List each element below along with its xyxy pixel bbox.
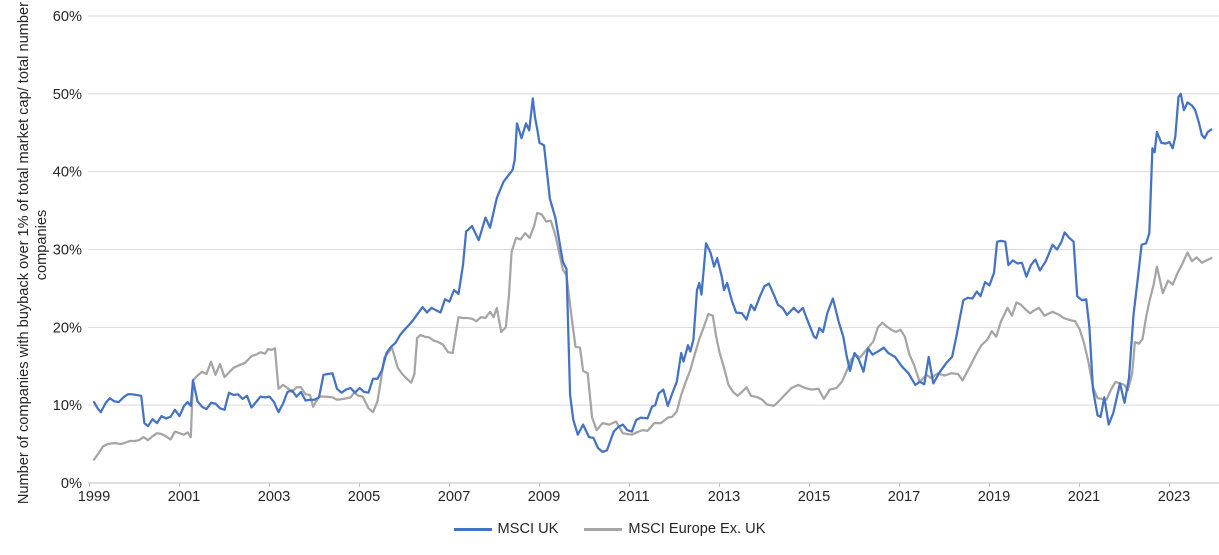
x-tick-label: 2007 bbox=[438, 489, 470, 505]
x-tick-label: 2009 bbox=[528, 489, 560, 505]
y-tick-label: 50% bbox=[53, 87, 82, 103]
x-tick-label: 2001 bbox=[168, 489, 200, 505]
x-tick-label: 2005 bbox=[348, 489, 380, 505]
chart-legend: MSCI UK MSCI Europe Ex. UK bbox=[0, 521, 1219, 537]
x-tick-label: 2017 bbox=[888, 489, 920, 505]
msci-europe-ex-uk-line-swatch bbox=[584, 527, 623, 531]
x-tick-label: 2023 bbox=[1158, 489, 1190, 505]
x-tick-label: 1999 bbox=[78, 489, 110, 505]
legend-item-msci-europe-ex-uk: MSCI Europe Ex. UK bbox=[584, 521, 765, 537]
legend-label-msci-uk: MSCI UK bbox=[497, 521, 559, 537]
y-tick-label: 40% bbox=[53, 165, 82, 181]
msci-uk-line-swatch bbox=[453, 527, 492, 531]
y-tick-label: 20% bbox=[53, 320, 82, 336]
y-tick-label: 60% bbox=[53, 9, 82, 25]
y-tick-label: 30% bbox=[53, 243, 82, 259]
x-tick-labels: 1999 2001 2003 2005 2007 2009 2011 2013 2015 2017… bbox=[78, 489, 1190, 505]
y-gridlines bbox=[88, 15, 1219, 484]
x-tick-label: 2015 bbox=[798, 489, 830, 505]
x-tick-label: 2013 bbox=[708, 489, 740, 505]
x-tick-marks bbox=[89, 483, 1170, 487]
y-tick-labels: 0% 10% 20% 30% 40% 50% 60% bbox=[53, 9, 82, 492]
y-axis-title: Number of companies with buyback over 1%… bbox=[16, 0, 50, 505]
x-tick-label: 2019 bbox=[978, 489, 1010, 505]
x-tick-label: 2011 bbox=[618, 489, 649, 505]
legend-item-msci-uk: MSCI UK bbox=[453, 521, 559, 537]
y-tick-label: 10% bbox=[53, 398, 82, 414]
series-line-msci-europe-ex-uk bbox=[92, 211, 1213, 461]
series-line-msci-uk bbox=[92, 92, 1213, 454]
x-tick-label: 2021 bbox=[1068, 489, 1100, 505]
x-tick-label: 2003 bbox=[258, 489, 290, 505]
legend-label-msci-europe-ex-uk: MSCI Europe Ex. UK bbox=[628, 521, 766, 537]
y-tick-label: 0% bbox=[61, 476, 82, 492]
